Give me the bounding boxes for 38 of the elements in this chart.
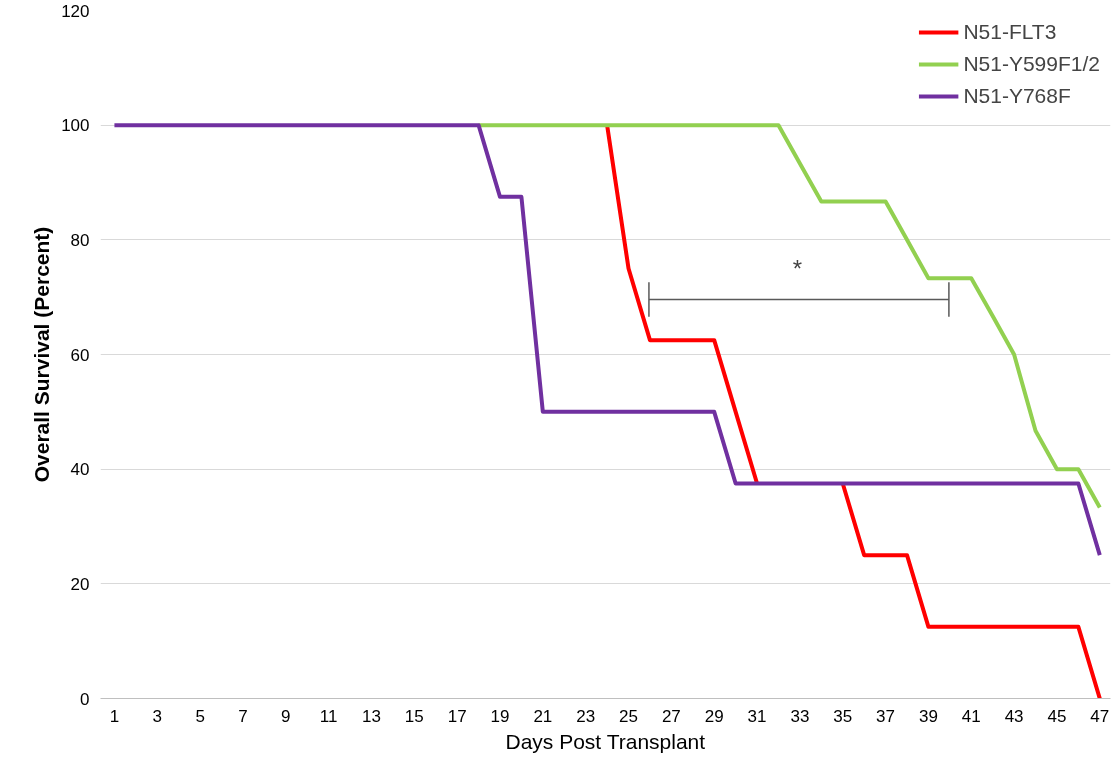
legend-label: N51-FLT3 [963, 20, 1057, 44]
x-tick-label: 23 [576, 706, 596, 726]
line-series [112, 123, 1102, 558]
x-tick-label: 47 [1090, 706, 1110, 726]
y-axis-title: Overall Survival (Percent) [30, 226, 54, 483]
x-tick-label: 3 [152, 706, 163, 726]
x-tick-label: 29 [704, 706, 724, 726]
x-tick-label: 31 [747, 706, 767, 726]
annotation: * [792, 255, 803, 283]
x-tick-label: 25 [619, 706, 638, 726]
x-tick-label: 21 [533, 706, 553, 726]
x-tick-label: 45 [1047, 706, 1067, 726]
x-tick-label: 27 [661, 706, 681, 726]
x-tick-label: 5 [195, 706, 205, 726]
x-tick-label: 43 [1004, 706, 1024, 726]
y-tick-label: 100 [61, 116, 90, 136]
x-tick-label: 13 [362, 706, 381, 726]
y-tick-label: 0 [80, 689, 90, 709]
x-tick-label: 39 [918, 706, 938, 726]
x-tick-label: 35 [833, 706, 853, 726]
x-axis-title: Days Post Transplant [505, 729, 706, 753]
x-tick-label: 41 [961, 706, 981, 726]
y-tick-label: 40 [70, 460, 90, 480]
x-tick-label: 7 [238, 706, 248, 726]
y-tick-label: 20 [70, 574, 90, 594]
x-tick-label: 11 [319, 706, 338, 726]
legend-label: N51-Y599F1/2 [963, 52, 1100, 76]
legend-label: N51-Y768F [963, 84, 1071, 108]
x-tick-label: 15 [404, 706, 424, 726]
y-tick-label: 120 [61, 1, 90, 21]
x-tick-label: 9 [281, 706, 291, 726]
y-tick-label: 80 [70, 230, 90, 250]
x-tick-label: 33 [790, 706, 810, 726]
x-tick-label: 37 [876, 706, 896, 726]
x-tick-label: 1 [109, 706, 120, 726]
x-tick-label: 17 [447, 706, 467, 726]
y-tick-label: 60 [70, 345, 90, 365]
x-tick-label: 19 [490, 706, 510, 726]
